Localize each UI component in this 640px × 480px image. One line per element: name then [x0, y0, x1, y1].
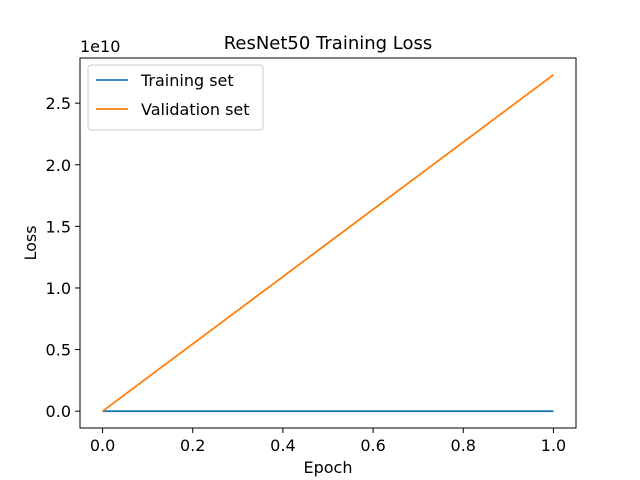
legend-label-training-set: Training set [140, 71, 234, 90]
y-tick-label: 1.0 [46, 279, 71, 298]
y-tick-label: 0.0 [46, 402, 71, 421]
legend: Training set Validation set [87, 64, 264, 131]
chart-title: ResNet50 Training Loss [224, 33, 433, 54]
x-tick-label: 0.8 [451, 436, 476, 455]
y-axis-offset-text: 1e10 [80, 37, 120, 56]
y-tick-label: 0.5 [46, 341, 71, 360]
y-tick-label: 1.5 [46, 217, 71, 236]
x-axis-ticks: 0.0 0.2 0.4 0.6 0.8 1.0 [90, 428, 566, 455]
x-tick-label: 0.6 [360, 436, 385, 455]
x-tick-label: 0.2 [180, 436, 205, 455]
legend-box [87, 64, 264, 131]
y-axis-ticks: 0.0 0.5 1.0 1.5 2.0 2.5 [46, 94, 80, 421]
x-tick-label: 0.4 [270, 436, 295, 455]
y-tick-label: 2.0 [46, 156, 71, 175]
x-tick-label: 0.0 [90, 436, 115, 455]
x-axis-label: Epoch [304, 458, 353, 477]
x-tick-label: 1.0 [541, 436, 566, 455]
legend-label-validation-set: Validation set [141, 100, 250, 119]
y-tick-label: 2.5 [46, 94, 71, 113]
y-axis-label: Loss [21, 225, 40, 260]
plot-area-frame [79, 57, 577, 429]
series-lines [102, 74, 554, 413]
series-line-validation-set [102, 74, 554, 412]
